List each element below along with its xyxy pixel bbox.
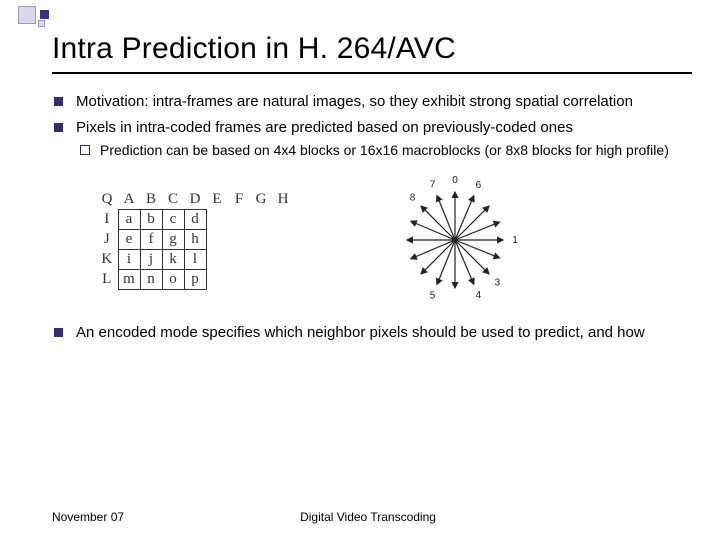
bullet-2-sub-1-text: Prediction can be based on 4x4 blocks or… [100,142,669,158]
grid-header-cell: E [206,190,228,210]
grid-inner-cell: f [140,230,162,250]
grid-header-cell: Q [96,190,118,210]
svg-text:3: 3 [494,278,500,289]
grid-inner-cell: o [162,270,184,290]
footer-date: November 07 [52,510,124,524]
grid-inner-cell: k [162,250,184,270]
svg-text:1: 1 [512,235,518,246]
grid-rowlabel-cell: K [96,250,118,270]
grid-inner-cell: c [162,210,184,230]
slide-body: Intra Prediction in H. 264/AVC Motivatio… [0,0,720,343]
grid-header-cell: G [250,190,272,210]
grid-inner-cell: p [184,270,206,290]
svg-text:4: 4 [475,290,481,301]
grid-header-cell: C [162,190,184,210]
grid-inner-cell: i [118,250,140,270]
grid-inner-cell: m [118,270,140,290]
bullet-2-text: Pixels in intra-coded frames are predict… [76,119,573,136]
bullet-3: An encoded mode specifies which neighbor… [52,323,684,343]
bullet-list-2: An encoded mode specifies which neighbor… [52,323,684,343]
grid-rowlabel-cell: I [96,210,118,230]
grid-header-cell: H [272,190,294,210]
direction-arrows-figure: 0 1 3 4 5 6 7 8 [355,175,565,305]
svg-text:5: 5 [429,291,435,302]
grid-header-cell: F [228,190,250,210]
bullet-3-text: An encoded mode specifies which neighbor… [76,324,645,341]
slide-title: Intra Prediction in H. 264/AVC [52,32,684,66]
title-underline [52,72,692,74]
pixel-grid-figure: QABCDEFGH Iabcd Jefgh Kijkl Lmnop [96,190,295,291]
svg-text:0: 0 [452,175,458,186]
bullet-2: Pixels in intra-coded frames are predict… [52,118,684,160]
grid-inner-cell: j [140,250,162,270]
grid-inner-cell: l [184,250,206,270]
svg-text:6: 6 [475,180,481,191]
grid-inner-cell: d [184,210,206,230]
svg-text:8: 8 [409,193,415,204]
grid-inner-cell: a [118,210,140,230]
slide-footer: November 07 Digital Video Transcoding [52,510,684,524]
grid-inner-cell: b [140,210,162,230]
grid-header-cell: D [184,190,206,210]
grid-inner-cell: n [140,270,162,290]
grid-rowlabel-cell: J [96,230,118,250]
svg-text:7: 7 [429,180,435,191]
bullet-2-sub: Prediction can be based on 4x4 blocks or… [76,141,684,159]
grid-inner-cell: h [184,230,206,250]
grid-inner-cell: e [118,230,140,250]
bullet-1-text: Motivation: intra-frames are natural ima… [76,93,633,110]
footer-title: Digital Video Transcoding [300,510,436,524]
bullet-2-sub-1: Prediction can be based on 4x4 blocks or… [76,141,684,159]
grid-header-cell: A [118,190,140,210]
figures-row: QABCDEFGH Iabcd Jefgh Kijkl Lmnop 0 1 3 4 5 6 7 8 [96,175,684,305]
grid-rowlabel-cell: L [96,270,118,290]
grid-header-cell: B [140,190,162,210]
grid-inner-cell: g [162,230,184,250]
bullet-list: Motivation: intra-frames are natural ima… [52,92,684,159]
bullet-1: Motivation: intra-frames are natural ima… [52,92,684,112]
